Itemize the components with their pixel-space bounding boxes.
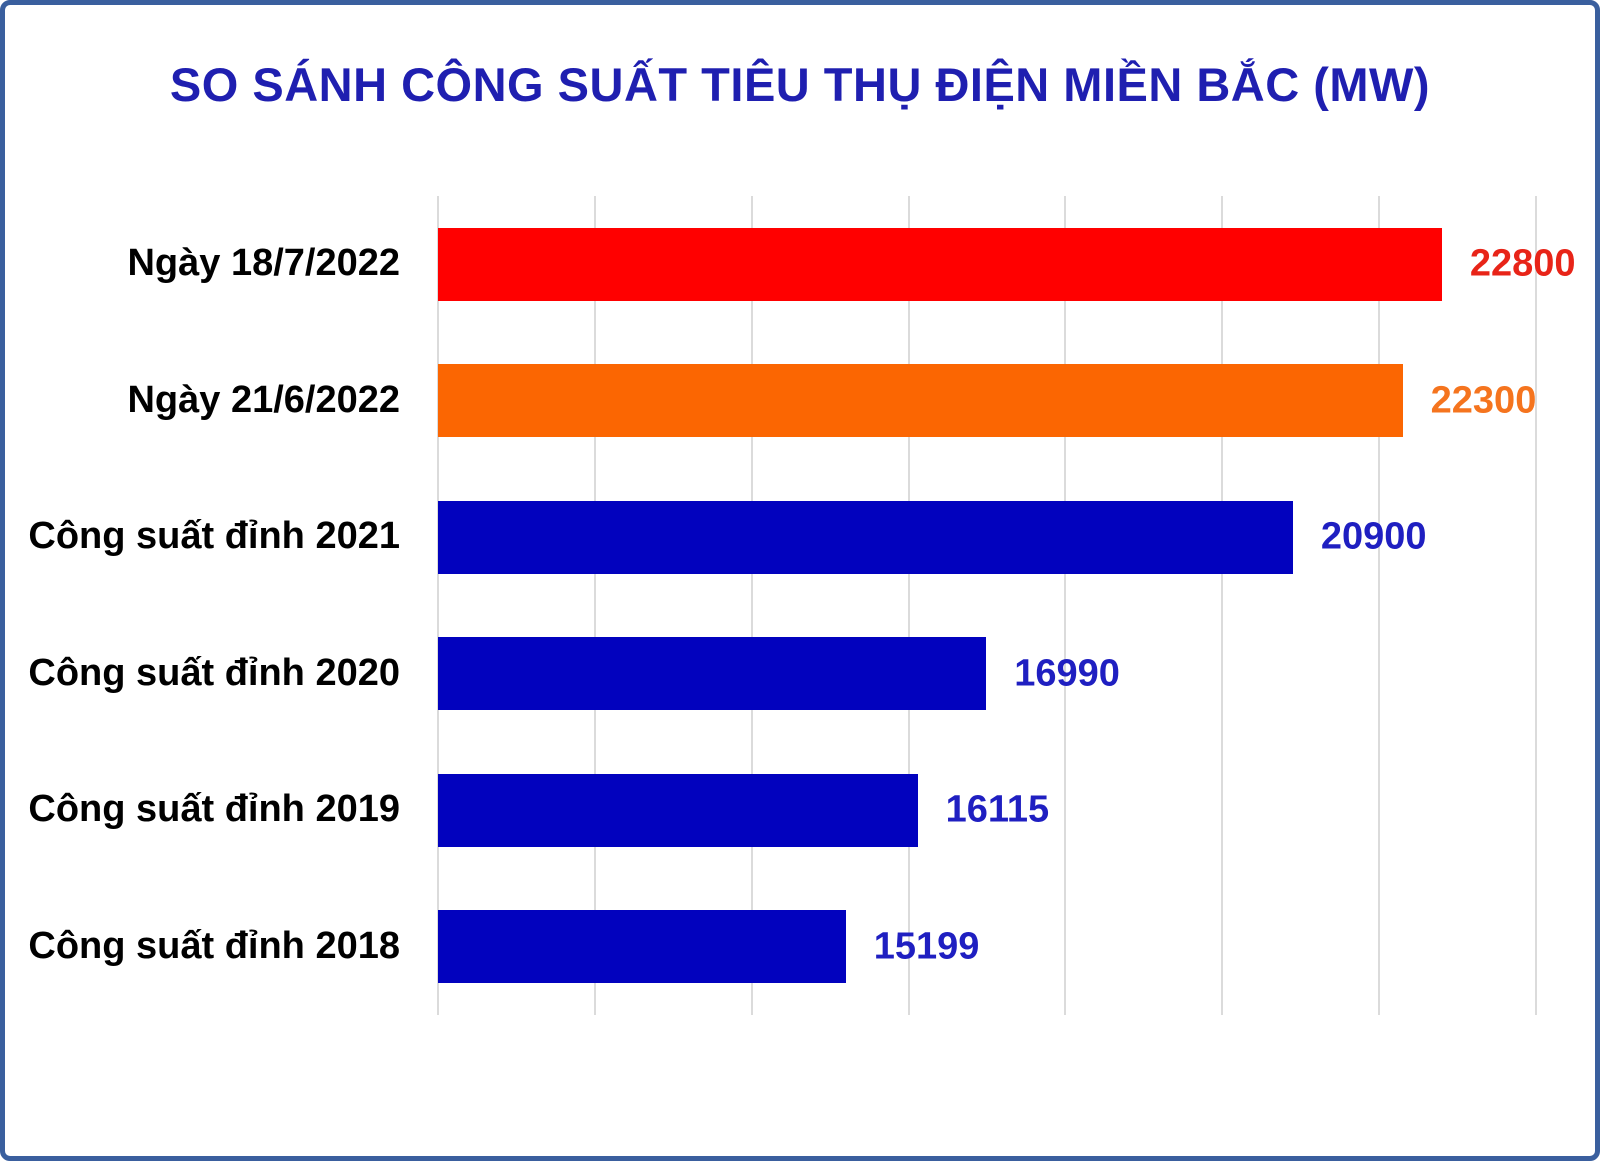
gridline xyxy=(437,196,439,1015)
bar xyxy=(438,637,987,711)
bar-track: 16990 xyxy=(438,637,1536,711)
category-label: Ngày 21/6/2022 xyxy=(127,378,400,421)
gridlines-layer xyxy=(437,196,1537,1015)
category-label: Công suất đỉnh 2020 xyxy=(28,651,400,694)
bar xyxy=(438,500,1293,574)
bar xyxy=(438,910,846,984)
bar-track: 15199 xyxy=(438,910,1536,984)
category-label: Công suất đỉnh 2018 xyxy=(28,924,400,967)
value-label: 16990 xyxy=(1014,652,1120,695)
gridline xyxy=(1378,196,1381,1015)
gridline xyxy=(750,196,753,1015)
bar-row: Công suất đỉnh 2021 20900 xyxy=(5,469,1536,606)
bar-track: 20900 xyxy=(438,500,1536,574)
bar-track: 16115 xyxy=(438,773,1536,847)
bar-row: Ngày 21/6/2022 22300 xyxy=(5,333,1536,470)
bar xyxy=(438,364,1403,438)
bar-row: Công suất đỉnh 2018 15199 xyxy=(5,879,1536,1016)
value-label: 22300 xyxy=(1430,379,1537,422)
chart-title: SO SÁNH CÔNG SUẤT TIÊU THỤ ĐIỆN MIỀN BẮC… xyxy=(169,58,1431,111)
gridline xyxy=(593,196,596,1015)
gridline xyxy=(1221,196,1224,1015)
bar-rows: Ngày 18/7/2022 22800 Ngày 21/6/2022 22300 Cô… xyxy=(5,196,1576,1016)
bar-track: 22800 xyxy=(438,227,1576,301)
gridline xyxy=(1535,196,1537,1015)
bar-row: Công suất đỉnh 2020 16990 xyxy=(5,606,1536,743)
plot-area: Ngày 18/7/2022 22800 Ngày 21/6/2022 22300 Cô… xyxy=(5,196,1576,1016)
bar-track: 22300 xyxy=(438,364,1537,438)
value-label: 20900 xyxy=(1320,515,1427,558)
category-label: Ngày 18/7/2022 xyxy=(127,242,400,285)
value-label: 15199 xyxy=(873,925,980,968)
value-label: 22800 xyxy=(1469,242,1576,285)
category-label: Công suất đỉnh 2019 xyxy=(28,788,400,831)
gridline xyxy=(907,196,910,1015)
gridline xyxy=(1064,196,1067,1015)
value-label: 16115 xyxy=(945,788,1050,831)
bar xyxy=(438,227,1442,301)
category-label: Công suất đỉnh 2021 xyxy=(28,515,400,558)
bar xyxy=(438,773,918,847)
bar-row: Công suất đỉnh 2019 16115 xyxy=(5,742,1536,879)
bar-row: Ngày 18/7/2022 22800 xyxy=(5,196,1576,333)
